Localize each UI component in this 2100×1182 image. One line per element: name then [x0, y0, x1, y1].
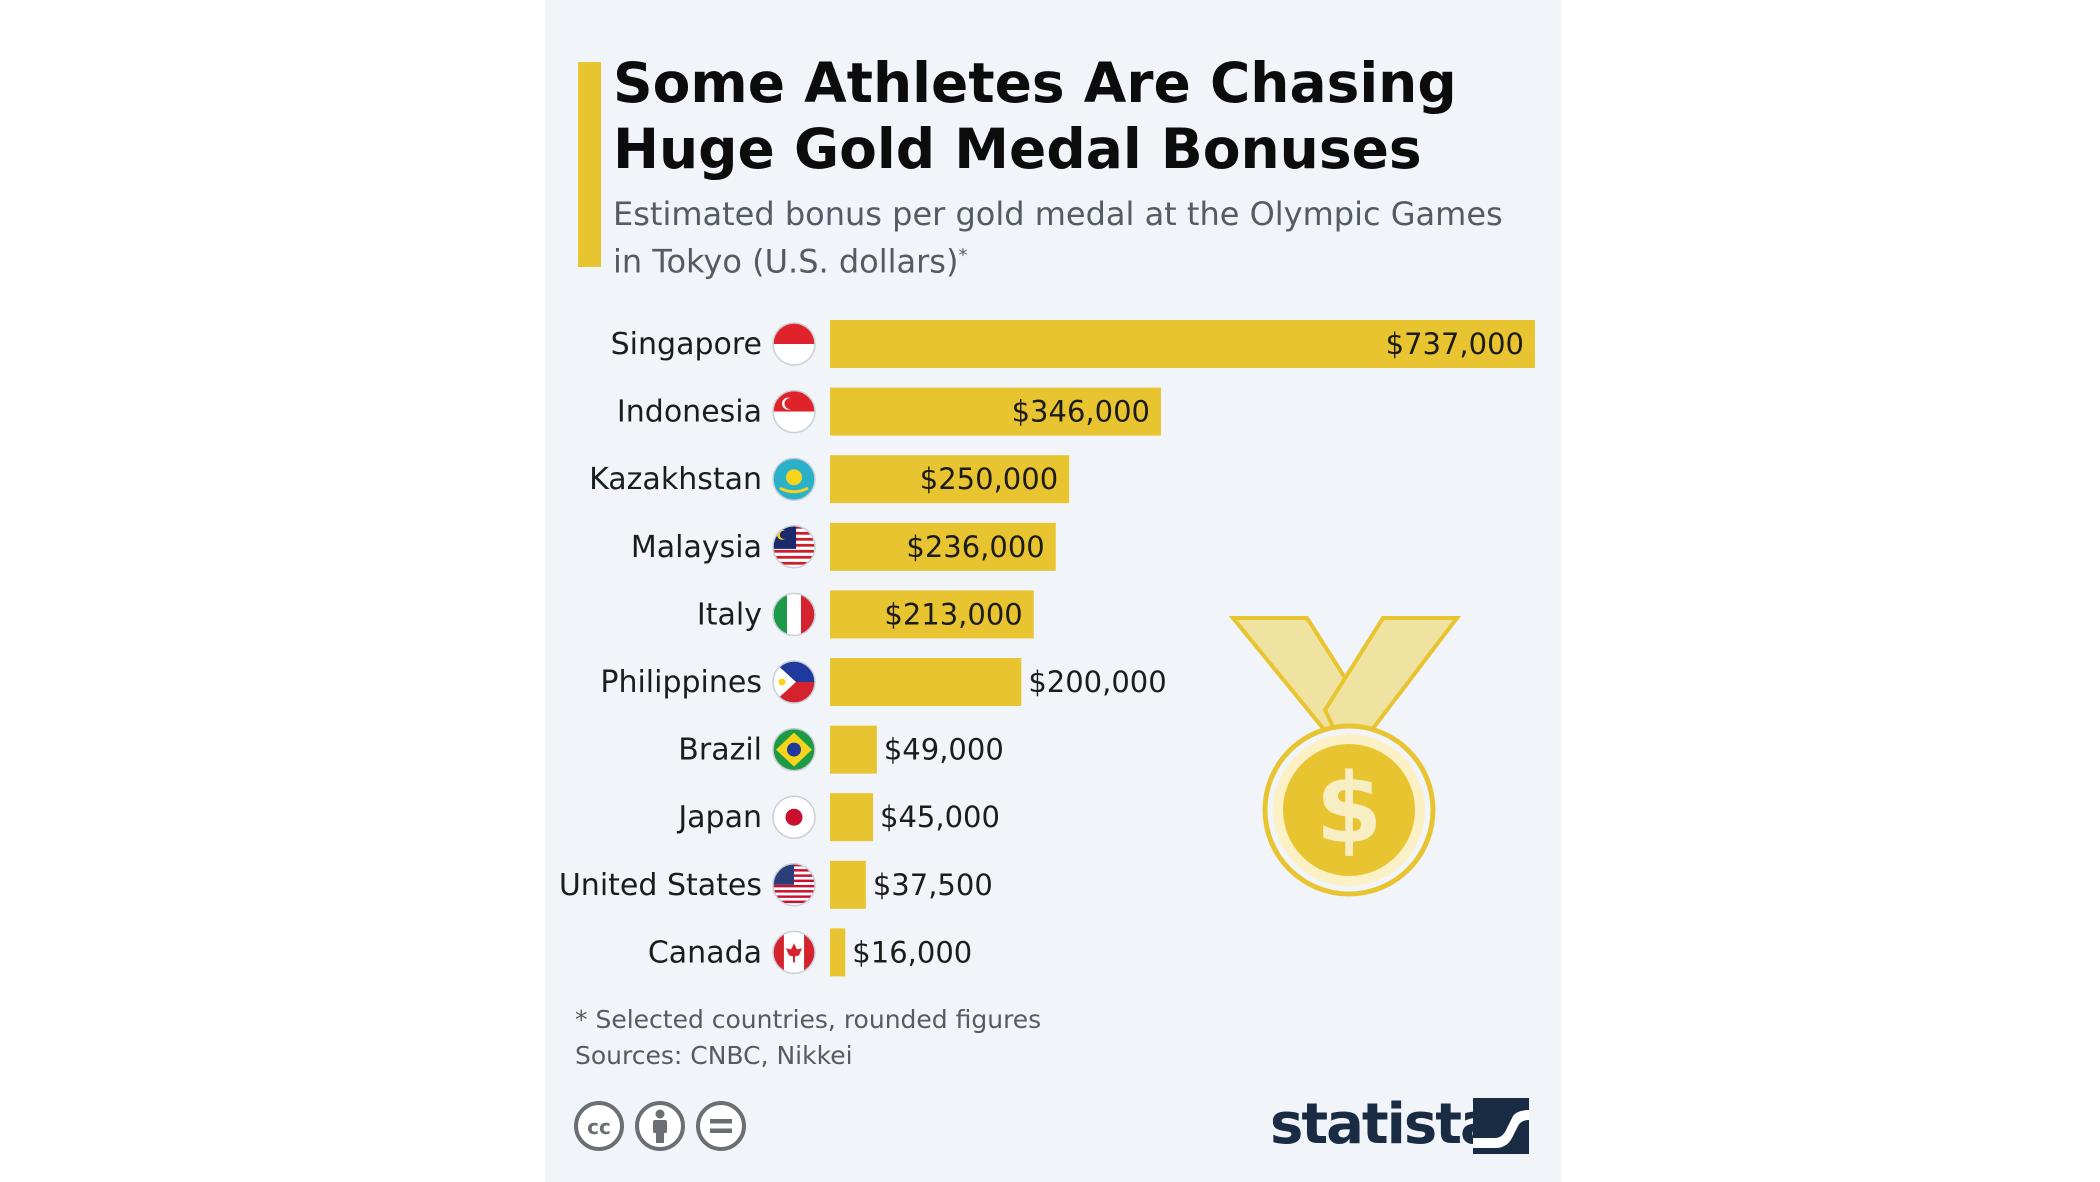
usa-flag-icon — [772, 863, 816, 907]
footnote-text: * Selected countries, rounded figures — [575, 1005, 1042, 1034]
chart-footnote: * Selected countries, rounded figures So… — [575, 1002, 1275, 1074]
infographic-card: Some Athletes Are Chasing Huge Gold Meda… — [545, 0, 1561, 1182]
category-label: Philippines — [600, 665, 762, 700]
value-label: $737,000 — [1386, 327, 1524, 361]
bars-group: Singapore $737,000 Indonesia $346,000 Kazakh… — [559, 320, 1535, 977]
chart-subtitle: Estimated bonus per gold medal at the Ol… — [613, 194, 1513, 283]
japan-flag-icon — [772, 795, 816, 839]
malaysia-flag-icon — [772, 525, 816, 569]
bar-chart: Singapore $737,000 Indonesia $346,000 Kazakh… — [559, 320, 1535, 977]
kazakhstan-flag-icon — [772, 457, 816, 501]
philippines-flag-icon — [772, 660, 816, 704]
italy-flag-icon — [772, 592, 816, 637]
brand-name: statista — [1270, 1092, 1498, 1157]
category-label: Japan — [676, 800, 762, 835]
value-label: $16,000 — [852, 935, 972, 969]
bar — [830, 387, 1161, 436]
value-label: $236,000 — [906, 530, 1044, 564]
bar — [830, 590, 1034, 639]
canada-flag-icon — [772, 930, 816, 975]
svg-text:cc: cc — [587, 1115, 611, 1139]
bar — [830, 455, 1070, 504]
value-label: $45,000 — [880, 800, 1000, 834]
category-label: Singapore — [611, 327, 762, 362]
value-label: $37,500 — [873, 868, 993, 902]
gold-medal-dollar-icon: $ — [1228, 616, 1462, 897]
value-label: $213,000 — [884, 597, 1022, 631]
bar — [830, 928, 846, 977]
title-accent-bar — [578, 62, 601, 267]
value-label: $49,000 — [884, 733, 1004, 767]
category-label: Italy — [697, 597, 762, 632]
svg-text:$: $ — [1316, 753, 1383, 865]
statista-logo-icon — [1473, 1098, 1529, 1154]
bar — [830, 658, 1022, 706]
attribution-icon[interactable] — [634, 1100, 686, 1152]
statista-brand[interactable]: statista — [1270, 1090, 1530, 1160]
cc-icon[interactable]: cc — [573, 1100, 625, 1152]
singapore-flag-icon — [772, 389, 816, 434]
indonesia-flag-icon — [772, 322, 816, 366]
category-label: Brazil — [678, 733, 762, 768]
bar — [830, 522, 1056, 571]
category-label: Canada — [648, 935, 762, 970]
bar — [830, 860, 866, 909]
category-label: United States — [559, 868, 762, 903]
subtitle-footnote-mark: * — [958, 245, 968, 266]
value-label: $346,000 — [1012, 395, 1150, 429]
brazil-flag-icon — [772, 727, 816, 772]
value-label: $200,000 — [1028, 665, 1166, 699]
subtitle-text: Estimated bonus per gold medal at the Ol… — [613, 195, 1503, 281]
category-label: Malaysia — [631, 530, 762, 565]
category-label: Kazakhstan — [589, 462, 762, 497]
bar — [830, 793, 874, 842]
sources-text: Sources: CNBC, Nikkei — [575, 1041, 853, 1070]
category-label: Indonesia — [617, 395, 762, 430]
no-derivatives-icon[interactable] — [695, 1100, 747, 1152]
bar — [830, 320, 1535, 368]
value-label: $250,000 — [920, 462, 1058, 496]
chart-title: Some Athletes Are Chasing Huge Gold Meda… — [613, 51, 1457, 181]
bar — [830, 725, 877, 774]
